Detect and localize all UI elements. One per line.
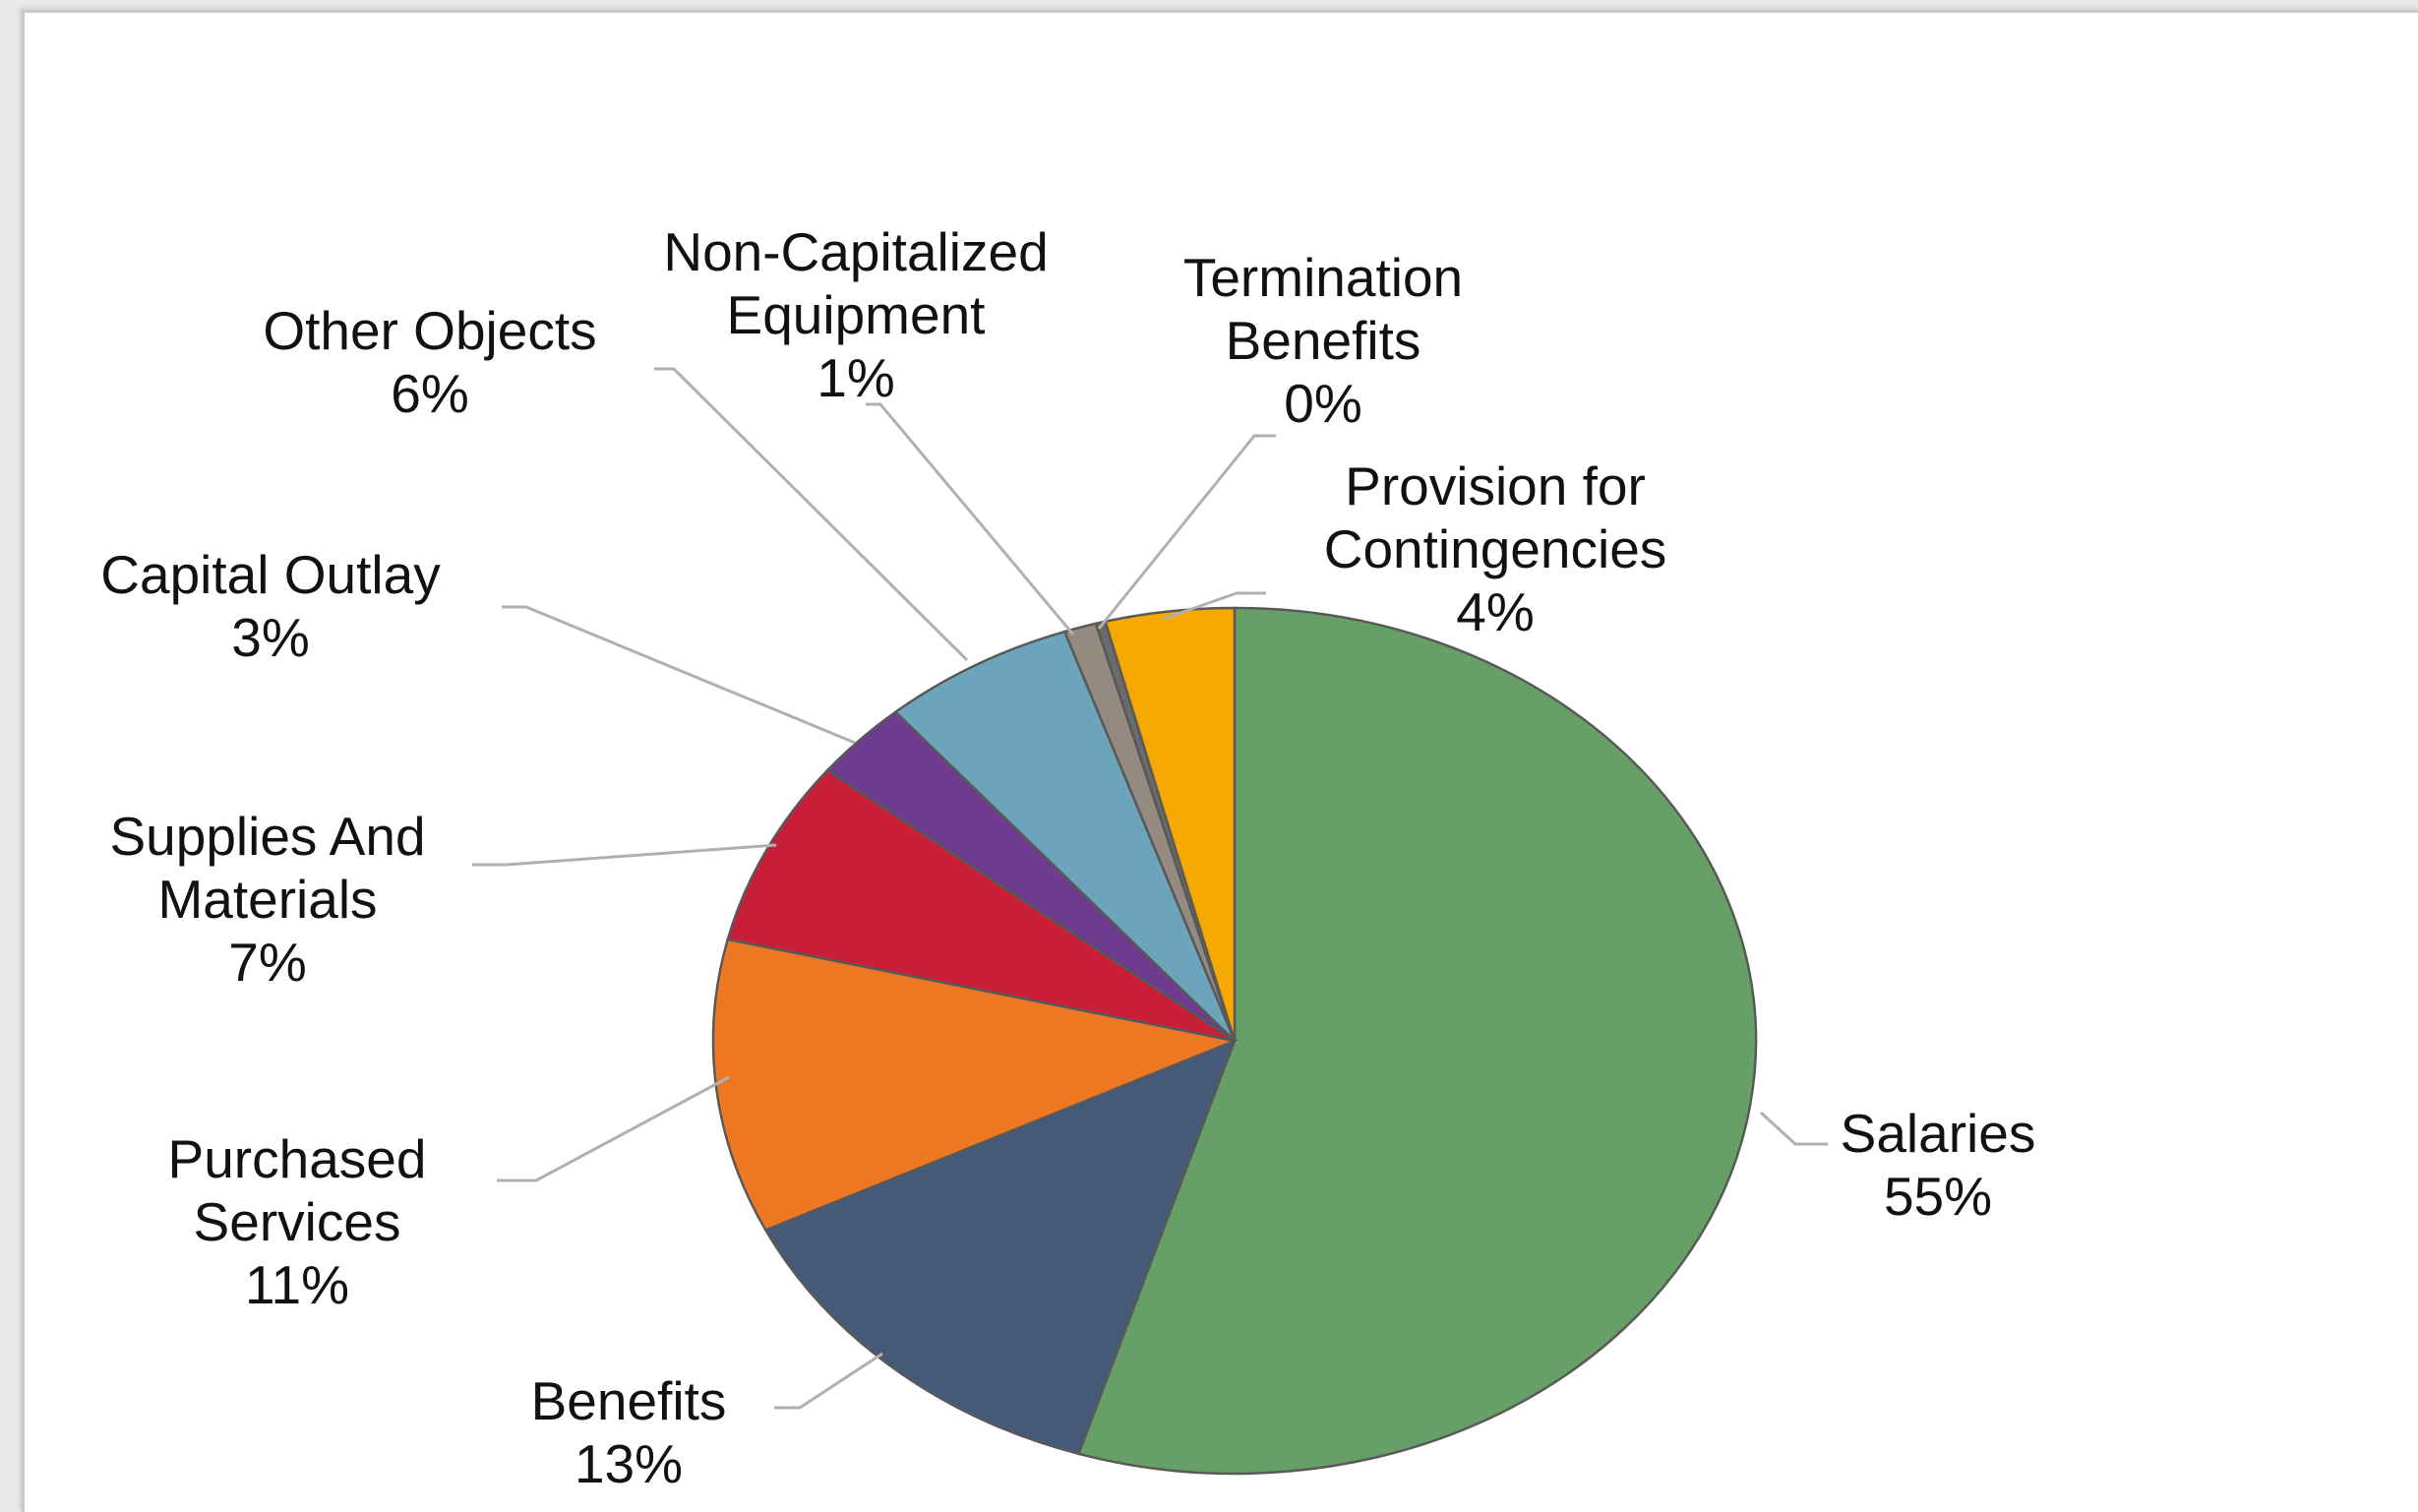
data-label-provision-for-contingencies: Provision for Contingencies 4% xyxy=(1324,455,1667,642)
data-label-salaries: Salaries 55% xyxy=(1841,1103,2036,1227)
leader-line xyxy=(1163,591,1266,621)
slice-labels: Salaries 55% Benefits 13% Purchased Services 1… xyxy=(100,221,2035,1494)
pie-slice-benefits xyxy=(763,1038,1238,1456)
leader-line xyxy=(497,1075,730,1182)
pie-slice-salaries xyxy=(1076,606,1758,1476)
leader-line xyxy=(502,605,856,745)
data-label-supplies-and-materials: Supplies And Materials 7% xyxy=(109,806,425,993)
data-label-capital-outlay: Capital Outlay 3% xyxy=(100,544,441,668)
leader-line xyxy=(866,402,1075,635)
leader-line xyxy=(1759,1111,1828,1146)
leader-line xyxy=(654,367,969,662)
data-label-purchased-services: Purchased Services 11% xyxy=(168,1128,427,1315)
leader-lines xyxy=(472,367,1828,1410)
pie-slice-purchased-services xyxy=(711,937,1239,1232)
leader-line xyxy=(1097,434,1276,630)
pie-chart: Salaries 55% Benefits 13% Purchased Services 1… xyxy=(100,221,2035,1494)
chart-frame: Salaries 55% Benefits 13% Purchased Services 1… xyxy=(22,10,2418,1512)
data-label-benefits: Benefits 13% xyxy=(531,1370,727,1494)
data-label-non-capitalized-equipment: Non-Capitalized Equipment 1% xyxy=(663,221,1048,408)
pie-slices xyxy=(711,606,1758,1476)
leader-line xyxy=(774,1352,883,1410)
pie-slice-supplies-and-materials xyxy=(726,768,1236,1043)
data-label-other-objects: Other Objects 6% xyxy=(263,300,596,424)
pie-slice-other-objects xyxy=(893,630,1237,1042)
leader-line xyxy=(472,843,777,867)
data-label-termination-benefits: Termination Benefits 0% xyxy=(1183,247,1463,434)
